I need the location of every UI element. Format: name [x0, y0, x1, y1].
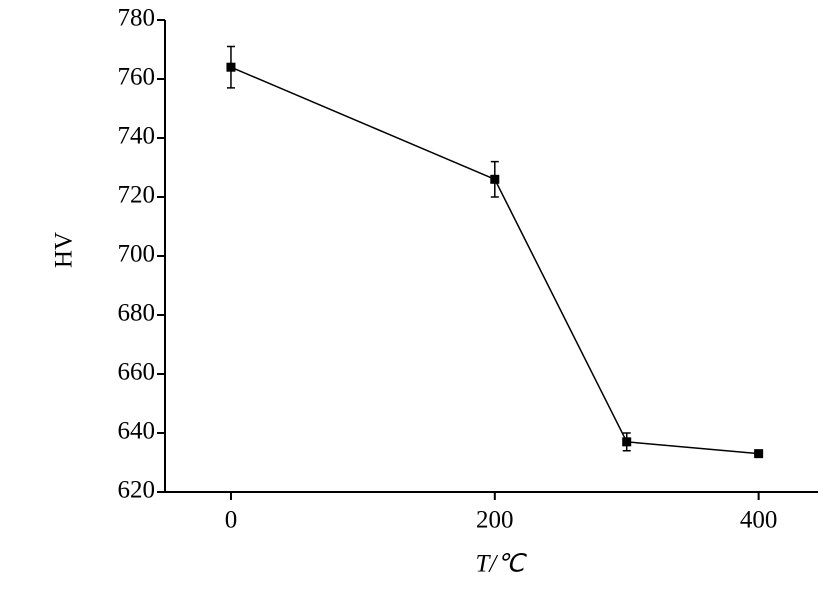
- y-axis-label: HV: [51, 232, 78, 268]
- marker: [622, 437, 632, 447]
- x-tick-label: 0: [225, 507, 238, 534]
- marker: [226, 62, 236, 72]
- y-tick-label: 740: [118, 123, 156, 150]
- y-tick-label: 700: [118, 241, 156, 268]
- y-tick-label: 720: [118, 182, 156, 209]
- y-tick-label: 660: [118, 359, 156, 386]
- marker: [490, 174, 500, 184]
- y-tick-label: 760: [118, 64, 156, 91]
- y-tick-label: 680: [118, 300, 156, 327]
- x-tick-label: 400: [740, 507, 778, 534]
- x-axis-label: T/℃: [476, 551, 528, 578]
- y-tick-label: 620: [118, 477, 156, 504]
- line: [230, 66, 759, 455]
- marker: [754, 449, 764, 459]
- x-tick-label: 200: [476, 507, 514, 534]
- y-tick-label: 780: [118, 5, 156, 32]
- y-tick-label: 640: [118, 418, 156, 445]
